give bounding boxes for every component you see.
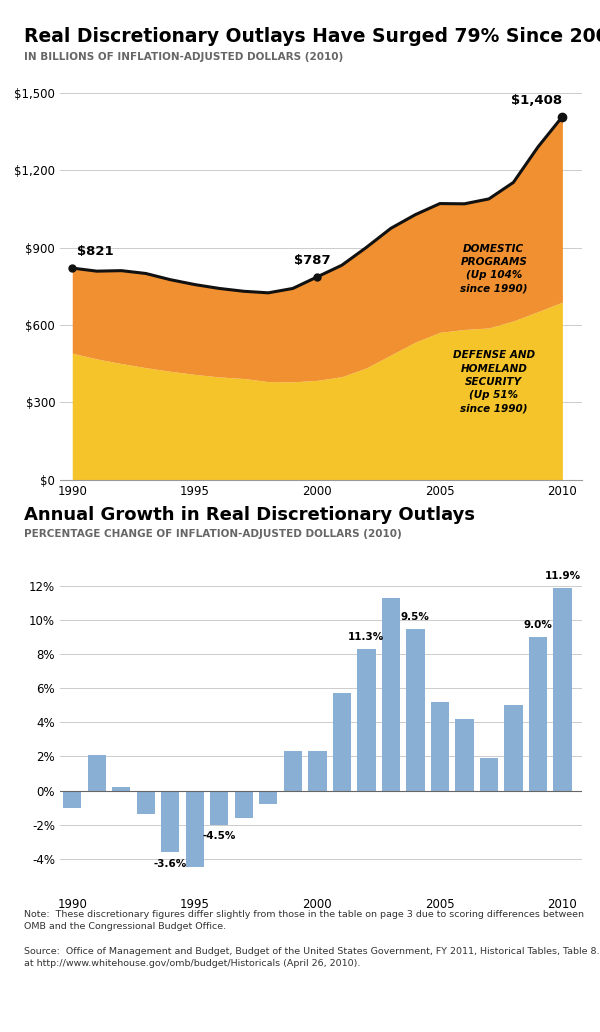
Text: -3.6%: -3.6%	[154, 859, 187, 869]
Bar	[406, 628, 425, 791]
Bar	[112, 787, 130, 791]
Bar	[308, 751, 326, 791]
Text: PERCENTAGE CHANGE OF INFLATION-ADJUSTED DOLLARS (2010): PERCENTAGE CHANGE OF INFLATION-ADJUSTED …	[24, 529, 402, 540]
Text: 11.9%: 11.9%	[544, 571, 580, 581]
Text: Source:  Office of Management and Budget, Budget of the United States Government: Source: Office of Management and Budget,…	[24, 947, 600, 968]
Text: Real Discretionary Outlays Have Surged 79% Since 2000: Real Discretionary Outlays Have Surged 7…	[24, 27, 600, 45]
Bar	[553, 588, 572, 791]
Bar	[357, 649, 376, 791]
Bar	[235, 791, 253, 817]
Text: DOMESTIC
PROGRAMS
(Up 104%
since 1990): DOMESTIC PROGRAMS (Up 104% since 1990)	[460, 244, 527, 293]
Text: $821: $821	[77, 246, 114, 258]
Text: 9.0%: 9.0%	[523, 620, 553, 631]
Bar	[284, 751, 302, 791]
Bar	[431, 702, 449, 791]
Bar	[382, 599, 400, 791]
Text: $1,408: $1,408	[511, 94, 562, 107]
Bar	[455, 719, 473, 791]
Text: IN BILLIONS OF INFLATION-ADJUSTED DOLLARS (2010): IN BILLIONS OF INFLATION-ADJUSTED DOLLAR…	[24, 52, 343, 62]
Bar	[259, 791, 277, 804]
Text: 11.3%: 11.3%	[348, 633, 385, 642]
Bar	[63, 791, 82, 807]
Bar	[161, 791, 179, 851]
Bar	[332, 694, 351, 791]
Text: Note:  These discretionary figures differ slightly from those in the table on pa: Note: These discretionary figures differ…	[24, 910, 584, 931]
Bar	[137, 791, 155, 814]
Bar	[88, 754, 106, 791]
Text: -4.5%: -4.5%	[203, 832, 236, 841]
Text: DEFENSE AND
HOMELAND
SECURITY
(Up 51%
since 1990): DEFENSE AND HOMELAND SECURITY (Up 51% si…	[453, 351, 535, 413]
Text: $787: $787	[294, 254, 331, 267]
Bar	[529, 637, 547, 791]
Text: Annual Growth in Real Discretionary Outlays: Annual Growth in Real Discretionary Outl…	[24, 506, 475, 523]
Bar	[210, 791, 229, 825]
Bar	[504, 706, 523, 791]
Bar	[185, 791, 204, 867]
Bar	[479, 759, 498, 791]
Text: 9.5%: 9.5%	[401, 612, 430, 622]
